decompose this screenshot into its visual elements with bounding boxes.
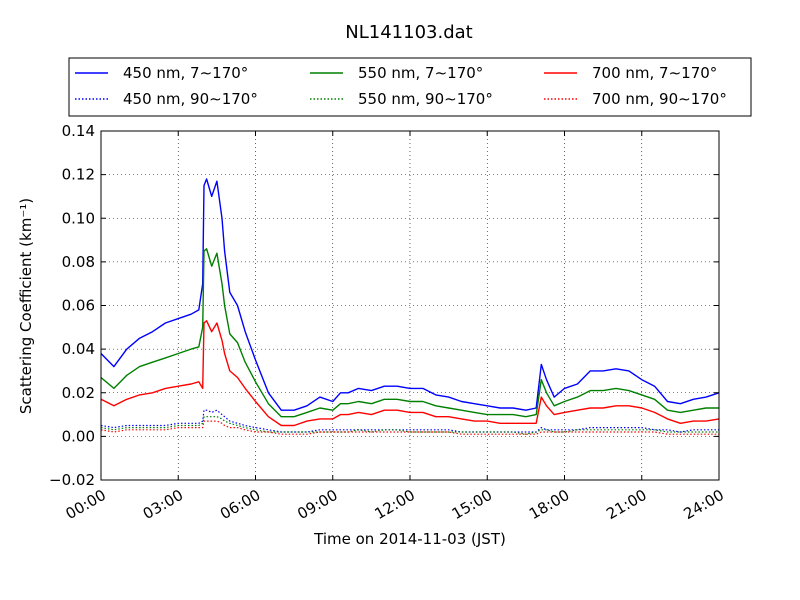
legend: 450 nm, 7∼170° 450 nm, 90∼170° 550 nm, 7∼1… (68, 57, 752, 117)
x-axis-label: Time on 2014-11-03 (JST) (313, 530, 506, 548)
x-tick-label: 00:00 (63, 486, 109, 523)
x-tick-label: 12:00 (372, 486, 418, 523)
legend-label-5: 700 nm, 90∼170° (592, 90, 727, 108)
series-line-3 (100, 409, 719, 433)
y-tick-label: 0.02 (62, 384, 95, 402)
y-tick-label: 0.08 (62, 253, 95, 271)
y-tick-label: 0.14 (62, 122, 95, 140)
grid (101, 131, 719, 480)
y-tick-label: 0.04 (62, 340, 95, 358)
series-line-0 (100, 178, 720, 411)
y-tick-label: −0.02 (49, 471, 95, 489)
y-tick-label: 0.00 (62, 427, 95, 445)
series-line-1 (100, 248, 719, 418)
chart-title: NL141103.dat (345, 22, 472, 43)
x-tick-label: 21:00 (603, 486, 649, 523)
y-axis-label: Scattering Coefficient (km⁻¹) (17, 198, 35, 414)
y-tick-label: 0.06 (62, 297, 95, 315)
legend-label-1: 550 nm, 7∼170° (358, 64, 483, 82)
x-tick-label: 15:00 (449, 486, 495, 523)
series-layer (100, 178, 720, 435)
x-tick-label: 18:00 (526, 486, 572, 523)
series-line-2 (100, 320, 720, 427)
ticks (100, 130, 720, 481)
x-tick-label: 09:00 (294, 486, 340, 523)
y-tick-label: 0.12 (62, 166, 95, 184)
legend-label-4: 550 nm, 90∼170° (358, 90, 493, 108)
legend-label-2: 700 nm, 7∼170° (592, 64, 717, 82)
legend-label-0: 450 nm, 7∼170° (123, 64, 248, 82)
series-line-4 (100, 416, 719, 435)
y-tick-label: 0.10 (62, 209, 95, 227)
x-tick-label: 06:00 (217, 486, 263, 523)
legend-label-3: 450 nm, 90∼170° (123, 90, 258, 108)
legend-box (68, 57, 752, 117)
tick-labels: −0.02 0.00 0.02 0.04 0.06 0.08 0.10 0.12 0.14 00:… (49, 122, 727, 523)
x-tick-label: 03:00 (140, 486, 186, 523)
x-tick-label: 24:00 (681, 486, 727, 523)
